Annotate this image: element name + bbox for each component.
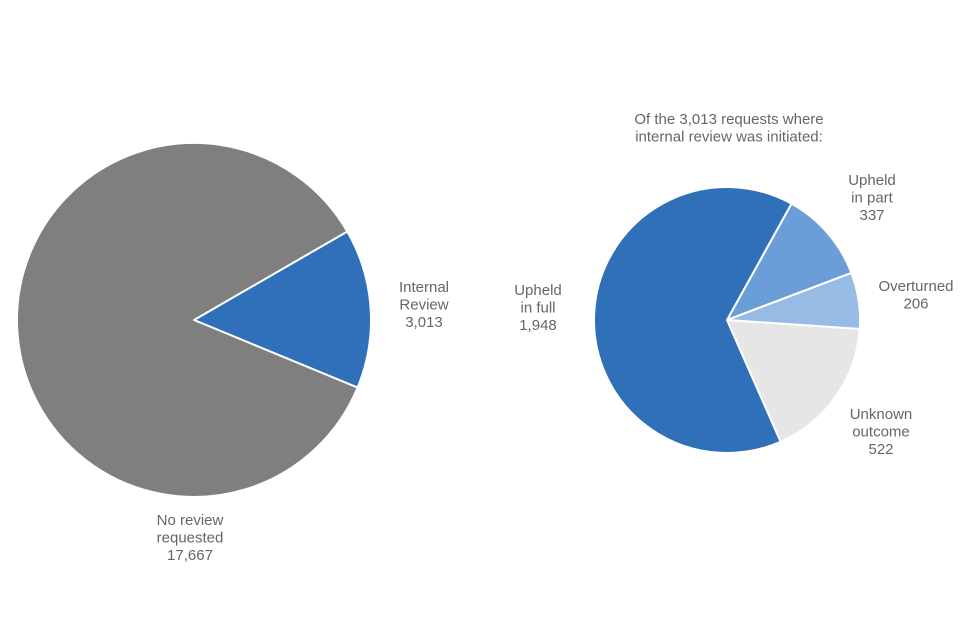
slice-label-overturned-line: Overturned: [878, 278, 953, 295]
slice-label-overturned-line: 206: [903, 296, 928, 313]
pie-slice-unknown-outcome: [726, 319, 861, 443]
slice-label-no-review-requested-line: No review: [157, 512, 224, 529]
pie-chart-review-requested: Internal Review 3,013 No review requested 17,…: [15, 142, 449, 564]
slice-label-unknown-outcome-line: outcome: [852, 424, 910, 441]
pie-slice-upheld-in-full: [593, 186, 793, 454]
slice-label-internal-review-line: 3,013: [405, 314, 443, 331]
pie-slice-no-review-requested: [15, 142, 359, 498]
slice-label-upheld-in-part-line: 337: [859, 207, 884, 224]
slice-label-unknown-outcome: Unknown outcome 522: [850, 406, 913, 458]
slice-label-unknown-outcome-line: 522: [868, 441, 893, 458]
slice-label-upheld-in-part: Upheld in part 337: [848, 172, 896, 224]
slice-label-no-review-requested: No review requested 17,667: [157, 512, 224, 564]
slice-label-no-review-requested-line: 17,667: [167, 547, 213, 564]
slice-label-internal-review-line: Review: [399, 297, 448, 314]
slice-label-upheld-in-part-line: Upheld: [848, 172, 896, 189]
chart-title-line: Of the 3,013 requests where: [634, 111, 823, 128]
slice-label-unknown-outcome-line: Unknown: [850, 406, 913, 423]
slice-label-internal-review-line: Internal: [399, 279, 449, 296]
slice-label-upheld-in-full-line: 1,948: [519, 317, 557, 334]
pie-slice-internal-review: [193, 230, 372, 389]
slice-label-upheld-in-full-line: Upheld: [514, 282, 562, 299]
chart-title: Of the 3,013 requests where internal revi…: [634, 111, 823, 146]
slice-label-upheld-in-part-line: in part: [851, 190, 894, 207]
slice-label-upheld-in-full-line: in full: [520, 300, 555, 317]
slice-label-internal-review: Internal Review 3,013: [399, 279, 449, 331]
slice-label-no-review-requested-line: requested: [157, 530, 224, 547]
slice-label-upheld-in-full: Upheld in full 1,948: [514, 282, 562, 334]
slice-label-overturned: Overturned 206: [878, 278, 953, 313]
chart-title-line: internal review was initiated:: [635, 129, 823, 146]
pie-slice-upheld-in-part: [726, 202, 853, 321]
